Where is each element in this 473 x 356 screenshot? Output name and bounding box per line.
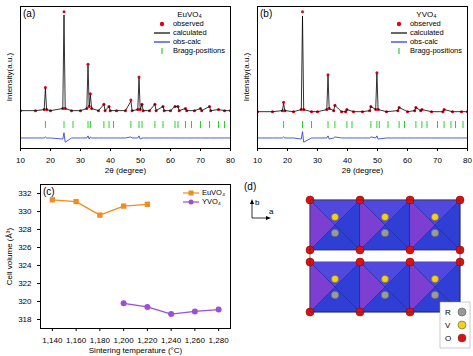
svg-text:O: O <box>445 334 451 343</box>
svg-text:1,260: 1,260 <box>185 336 206 345</box>
svg-text:80: 80 <box>226 156 235 165</box>
svg-text:20: 20 <box>46 156 55 165</box>
html-text:obs-calc: obs-calc <box>409 37 438 46</box>
svg-text:324: 324 <box>18 261 32 270</box>
svg-text:20: 20 <box>283 156 292 165</box>
svg-text:30: 30 <box>76 156 85 165</box>
svg-text:80: 80 <box>463 156 472 165</box>
html-text:observed: observed <box>409 19 441 28</box>
html-text:Intensity(a.u.): Intensity(a.u.) <box>241 52 251 102</box>
svg-text:1,160: 1,160 <box>66 336 87 345</box>
html-text:Intensity(a.u.): Intensity(a.u.) <box>4 52 14 102</box>
html-text:YVO₄: YVO₄ <box>201 197 221 206</box>
svg-text:2θ (degree): 2θ (degree) <box>105 166 147 175</box>
svg-text:1,240: 1,240 <box>161 336 182 345</box>
svg-text:30: 30 <box>313 156 322 165</box>
svg-text:2θ (degree): 2θ (degree) <box>342 166 384 175</box>
html-text:YVO₄: YVO₄ <box>416 10 437 19</box>
svg-text:50: 50 <box>136 156 145 165</box>
html-text:(c): (c) <box>43 186 55 197</box>
svg-text:70: 70 <box>433 156 442 165</box>
svg-text:40: 40 <box>106 156 115 165</box>
svg-text:10: 10 <box>16 156 25 165</box>
html-text:obs-calc: obs-calc <box>172 37 201 46</box>
svg-text:328: 328 <box>18 225 32 234</box>
svg-text:(d): (d) <box>244 181 256 192</box>
svg-text:b: b <box>255 198 260 207</box>
svg-text:Sintering temperature (°C): Sintering temperature (°C) <box>89 346 183 355</box>
svg-text:50: 50 <box>373 156 382 165</box>
html-text:(b): (b) <box>260 8 273 19</box>
svg-text:330: 330 <box>18 207 32 216</box>
svg-text:326: 326 <box>18 243 32 252</box>
html-text:observed: observed <box>172 19 204 28</box>
svg-text:V: V <box>445 321 451 330</box>
svg-text:Cell volume (Å³): Cell volume (Å³) <box>5 227 14 285</box>
svg-text:1,220: 1,220 <box>137 336 158 345</box>
html-text:calculated: calculated <box>409 28 444 37</box>
svg-text:1,180: 1,180 <box>90 336 111 345</box>
svg-text:70: 70 <box>196 156 205 165</box>
html-text:Bragg-positions: Bragg-positions <box>409 46 462 55</box>
html-text:(a): (a) <box>23 8 36 19</box>
svg-text:1,200: 1,200 <box>114 336 135 345</box>
svg-text:1,140: 1,140 <box>42 336 63 345</box>
svg-text:318: 318 <box>18 315 32 324</box>
svg-text:60: 60 <box>166 156 175 165</box>
svg-text:320: 320 <box>18 297 32 306</box>
html-text:EuVO₄: EuVO₄ <box>177 10 202 19</box>
svg-text:1,280: 1,280 <box>209 336 230 345</box>
svg-text:322: 322 <box>18 279 32 288</box>
svg-text:10: 10 <box>253 156 262 165</box>
svg-text:60: 60 <box>403 156 412 165</box>
svg-text:332: 332 <box>18 189 32 198</box>
svg-text:R: R <box>445 308 451 317</box>
html-text:Bragg-positions: Bragg-positions <box>172 46 225 55</box>
svg-text:a: a <box>269 207 274 216</box>
svg-text:40: 40 <box>343 156 352 165</box>
html-text:calculated: calculated <box>172 28 207 37</box>
html-text:EuVO₄: EuVO₄ <box>201 188 225 197</box>
